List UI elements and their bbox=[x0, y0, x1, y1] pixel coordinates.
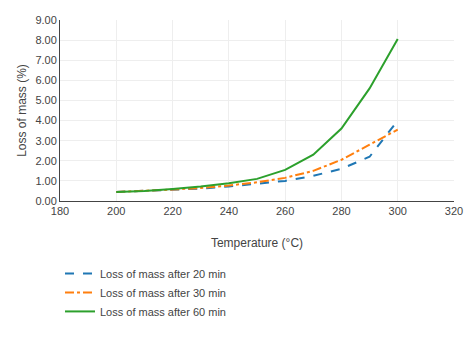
svg-text:260: 260 bbox=[276, 205, 294, 217]
svg-text:200: 200 bbox=[107, 205, 125, 217]
svg-text:7.00: 7.00 bbox=[35, 54, 56, 66]
svg-text:Loss of mass (%): Loss of mass (%) bbox=[15, 64, 29, 157]
svg-text:Loss of mass after 20 min: Loss of mass after 20 min bbox=[100, 268, 226, 280]
svg-text:180: 180 bbox=[51, 205, 69, 217]
svg-text:320: 320 bbox=[445, 205, 463, 217]
svg-text:Loss of mass after 60 min: Loss of mass after 60 min bbox=[100, 306, 226, 318]
svg-text:9.00: 9.00 bbox=[35, 14, 56, 26]
svg-text:220: 220 bbox=[163, 205, 181, 217]
svg-text:0.00: 0.00 bbox=[35, 195, 56, 207]
svg-text:240: 240 bbox=[220, 205, 238, 217]
svg-text:280: 280 bbox=[332, 205, 350, 217]
svg-text:300: 300 bbox=[389, 205, 407, 217]
svg-text:4.00: 4.00 bbox=[35, 114, 56, 126]
svg-text:1.00: 1.00 bbox=[35, 175, 56, 187]
svg-text:Temperature (°C): Temperature (°C) bbox=[211, 236, 303, 250]
svg-text:2.00: 2.00 bbox=[35, 155, 56, 167]
svg-text:6.00: 6.00 bbox=[35, 74, 56, 86]
svg-text:8.00: 8.00 bbox=[35, 34, 56, 46]
svg-text:Loss of mass after 30 min: Loss of mass after 30 min bbox=[100, 287, 226, 299]
svg-text:3.00: 3.00 bbox=[35, 135, 56, 147]
svg-text:5.00: 5.00 bbox=[35, 94, 56, 106]
